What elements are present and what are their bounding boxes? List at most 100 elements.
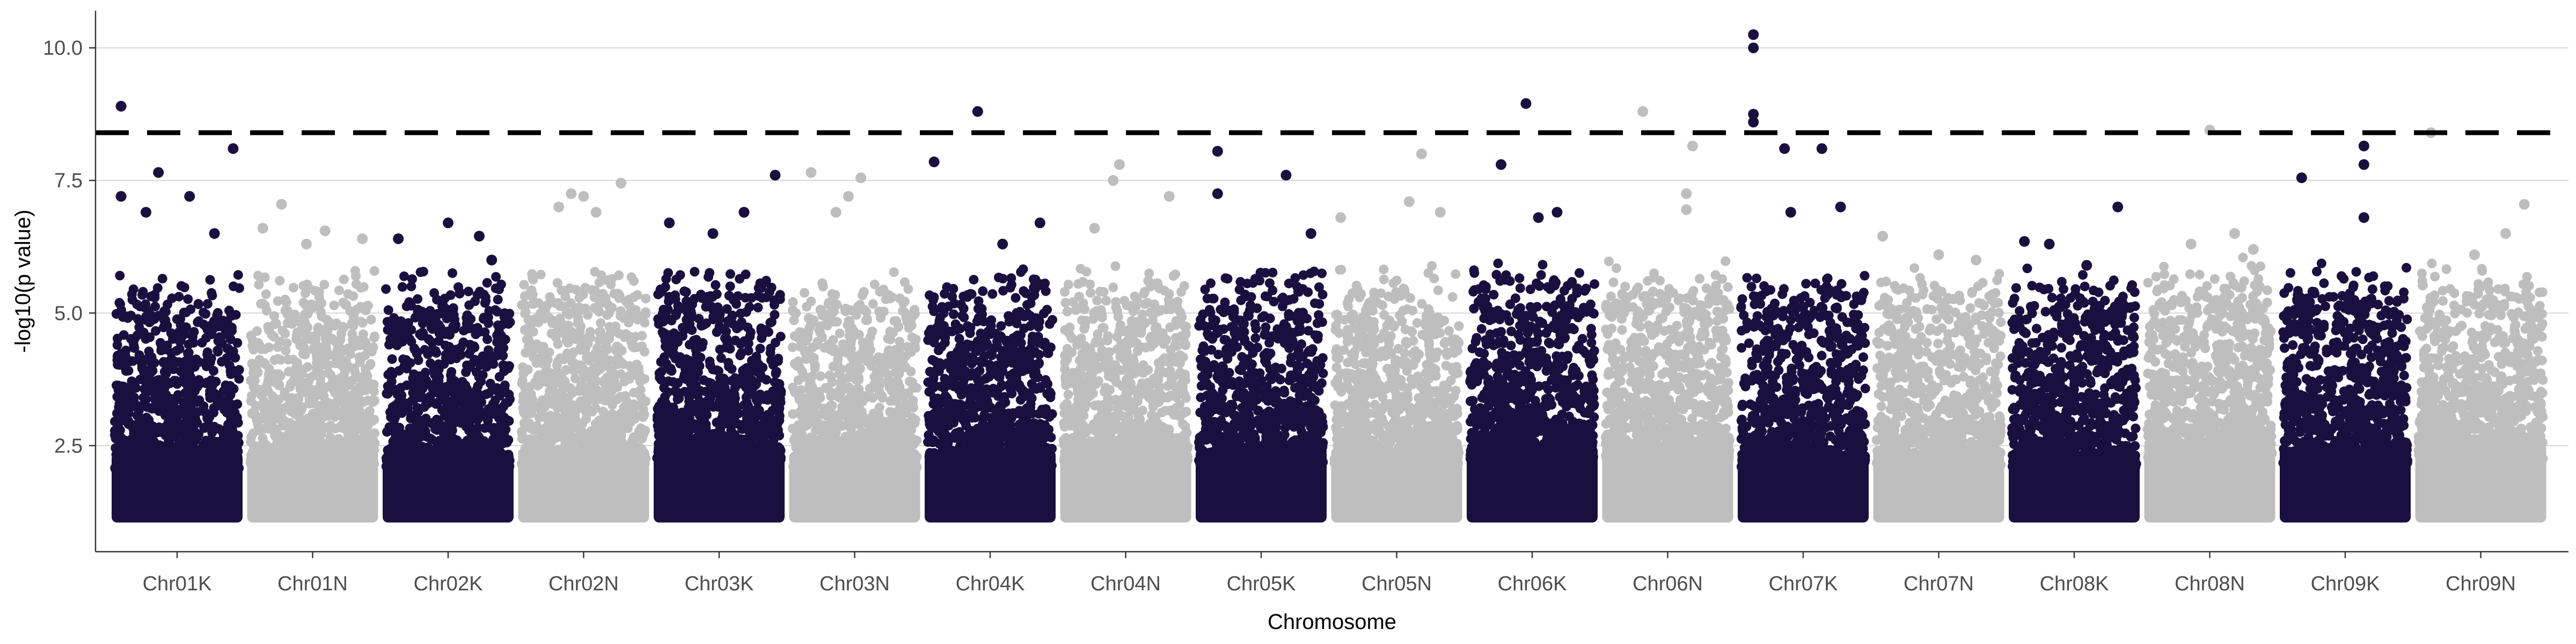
- data-point: [122, 398, 132, 408]
- data-point: [764, 287, 774, 297]
- data-point: [473, 460, 484, 470]
- data-point: [616, 306, 626, 316]
- data-point: [584, 331, 594, 341]
- data-point: [157, 343, 167, 353]
- data-point: [316, 373, 325, 383]
- data-point: [401, 363, 412, 374]
- data-point: [298, 349, 308, 359]
- data-point: [632, 370, 641, 380]
- data-point: [159, 367, 170, 377]
- data-point: [184, 339, 194, 349]
- top-data-point: [319, 225, 331, 237]
- data-point: [448, 303, 458, 313]
- data-point: [663, 314, 674, 324]
- data-point: [563, 425, 573, 435]
- data-point: [391, 405, 401, 415]
- top-data-point: [393, 233, 404, 244]
- data-point: [112, 351, 122, 361]
- data-point: [596, 270, 606, 280]
- data-point: [740, 364, 750, 374]
- data-point: [495, 339, 505, 349]
- data-point: [292, 393, 302, 403]
- data-point: [358, 409, 369, 419]
- data-point: [413, 306, 423, 317]
- data-point: [594, 307, 604, 317]
- data-point: [635, 385, 646, 395]
- data-point: [246, 391, 257, 401]
- chromosome-points-Chr01K: [110, 100, 244, 523]
- data-point: [130, 382, 140, 392]
- top-data-point: [153, 167, 164, 178]
- data-point: [209, 422, 219, 432]
- data-point: [496, 431, 507, 442]
- data-point: [150, 292, 160, 303]
- data-point: [201, 435, 211, 445]
- data-point: [483, 312, 493, 323]
- data-point: [261, 289, 271, 299]
- data-point: [446, 370, 456, 380]
- data-point: [203, 410, 213, 420]
- top-data-point: [707, 228, 719, 239]
- data-point: [267, 330, 277, 340]
- data-point: [596, 318, 606, 328]
- data-point: [502, 311, 513, 321]
- data-point: [464, 450, 474, 460]
- data-point: [180, 388, 190, 398]
- data-point: [348, 434, 358, 444]
- data-point: [565, 283, 575, 294]
- data-point: [321, 314, 332, 325]
- data-point: [724, 362, 734, 372]
- top-data-point: [257, 223, 268, 234]
- data-point: [687, 299, 697, 310]
- data-point: [768, 360, 778, 370]
- data-point: [679, 370, 690, 380]
- data-point: [536, 438, 546, 448]
- data-point: [339, 385, 349, 395]
- data-point: [775, 455, 786, 464]
- data-point: [757, 333, 767, 343]
- data-point: [751, 393, 761, 403]
- data-point: [606, 365, 616, 375]
- data-point: [339, 274, 349, 284]
- data-point: [484, 406, 494, 416]
- data-point: [335, 343, 346, 354]
- data-point: [521, 301, 531, 311]
- data-point: [664, 341, 674, 352]
- data-point: [684, 392, 694, 402]
- data-point: [263, 375, 273, 385]
- data-point: [410, 345, 420, 355]
- data-point: [234, 283, 244, 293]
- data-point: [226, 310, 236, 319]
- data-point: [735, 321, 745, 331]
- data-point: [470, 296, 480, 306]
- data-point: [283, 422, 294, 433]
- data-point: [280, 387, 290, 397]
- data-point: [675, 270, 685, 280]
- data-point: [659, 383, 669, 393]
- data-point: [313, 323, 323, 333]
- data-point: [667, 366, 677, 376]
- data-point: [576, 443, 587, 452]
- data-point: [257, 344, 266, 354]
- data-point: [675, 358, 685, 369]
- data-point: [150, 302, 160, 312]
- data-point: [179, 397, 188, 407]
- data-point: [750, 454, 760, 464]
- data-point: [769, 429, 779, 438]
- data-point: [534, 447, 544, 457]
- data-point: [383, 305, 393, 315]
- data-point: [394, 438, 404, 448]
- data-point: [397, 452, 407, 463]
- data-point: [303, 415, 313, 426]
- data-point: [114, 402, 124, 412]
- data-point: [356, 317, 366, 327]
- data-point: [655, 284, 665, 295]
- data-point: [368, 396, 378, 405]
- data-point: [582, 367, 592, 377]
- data-point: [696, 321, 706, 331]
- data-point: [141, 464, 151, 474]
- data-point: [765, 439, 775, 449]
- data-point: [718, 437, 728, 447]
- data-point: [137, 363, 147, 374]
- data-point: [625, 361, 635, 371]
